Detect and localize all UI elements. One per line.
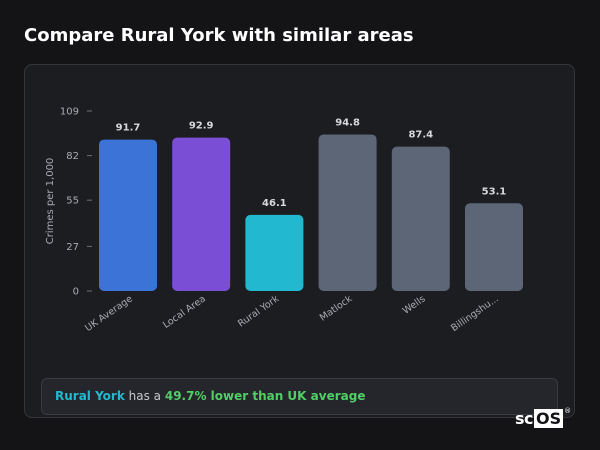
y-tick-label: 109 [60, 107, 79, 118]
page-title: Compare Rural York with similar areas [24, 25, 414, 46]
scos-logo: sc OS ® [515, 407, 577, 429]
bar-4[interactable] [391, 146, 450, 291]
value-label-3: 94.8 [335, 117, 360, 128]
x-tick-label-0: UK Average [83, 293, 135, 334]
logo-registered-mark: ® [564, 407, 572, 415]
value-labels: 91.7 92.9 46.1 94.8 87.4 53.1 [116, 117, 507, 208]
x-tick-label-4: Wells [401, 293, 428, 316]
y-tick-label: 82 [66, 151, 79, 162]
value-label-5: 53.1 [482, 186, 507, 197]
y-tick-label: 0 [73, 287, 79, 298]
x-tick-label-5: Billingshu... [449, 293, 501, 334]
bar-2[interactable] [245, 214, 304, 291]
y-axis: 0 27 55 82 109 [60, 107, 92, 298]
x-axis-labels: UK Average Local Area Rural York Matlock Wel… [83, 293, 501, 334]
x-tick-label-3: Matlock [318, 293, 355, 323]
value-label-1: 92.9 [189, 121, 214, 132]
value-label-2: 46.1 [262, 198, 287, 209]
summary-panel: Rural York has a 49.7% lower than UK ave… [41, 378, 558, 415]
y-tick-label: 27 [66, 242, 79, 253]
bar-0[interactable] [99, 139, 157, 291]
value-label-4: 87.4 [408, 130, 433, 141]
bars [99, 134, 523, 291]
x-tick-label-1: Local Area [161, 293, 208, 330]
y-axis-title: Crimes per 1,000 [45, 158, 56, 245]
logo-text-sc: sc [515, 408, 534, 428]
bar-5[interactable] [465, 203, 523, 291]
summary-area-name: Rural York [55, 389, 125, 403]
summary-middle-text: has a [124, 389, 165, 403]
bar-1[interactable] [172, 137, 231, 291]
value-label-0: 91.7 [116, 123, 141, 134]
x-tick-label-2: Rural York [236, 293, 281, 329]
logo-text-os: OS [534, 408, 564, 428]
summary-difference: 49.7% lower than UK average [164, 389, 366, 403]
y-tick-label: 55 [66, 196, 79, 207]
bar-3[interactable] [318, 134, 377, 291]
